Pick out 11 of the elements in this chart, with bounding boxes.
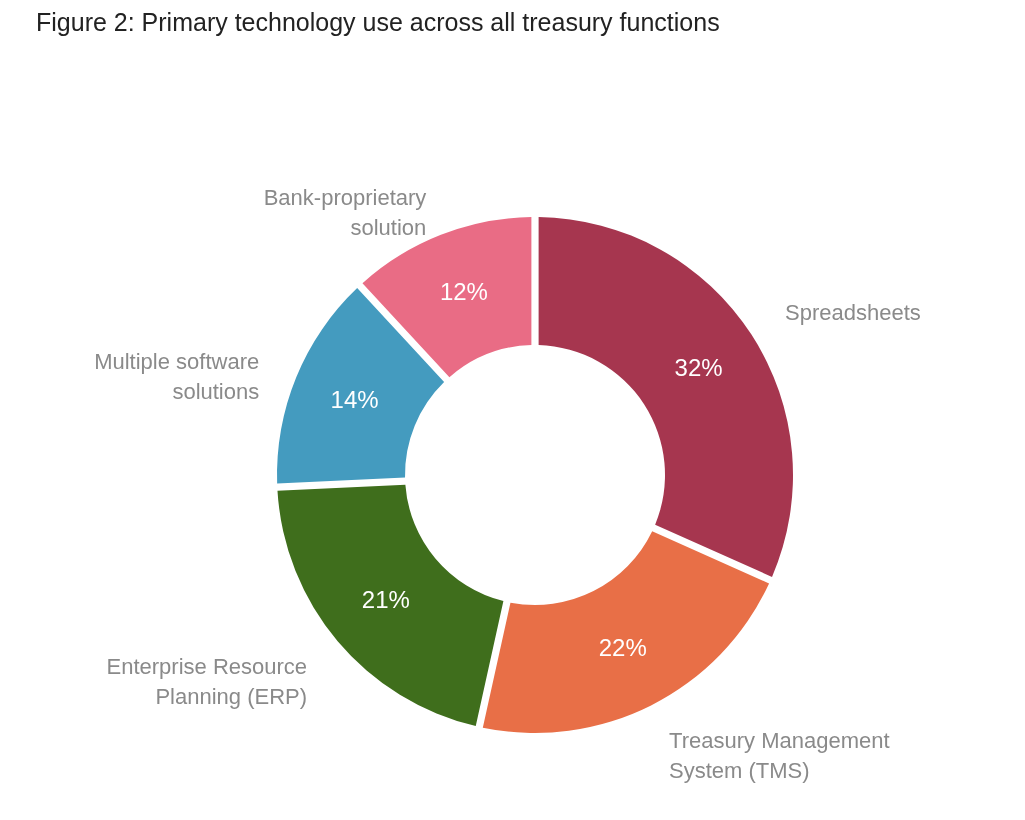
slice-label: Bank-proprietary solution [263,184,427,240]
chart-title: Figure 2: Primary technology use across all treasury functions [36,8,720,36]
slice-label: Spreadsheets [785,299,921,325]
data-label: 21% [361,585,410,613]
slice-label: Treasury Management System (TMS) [669,728,890,784]
data-label: 14% [330,386,379,414]
slice-label: Enterprise Resource Planning (ERP) [106,653,308,709]
slice-label: Multiple software solutions [94,349,260,405]
data-label: 32% [674,353,723,381]
data-label: 22% [598,634,647,662]
data-label: 12% [439,278,488,306]
